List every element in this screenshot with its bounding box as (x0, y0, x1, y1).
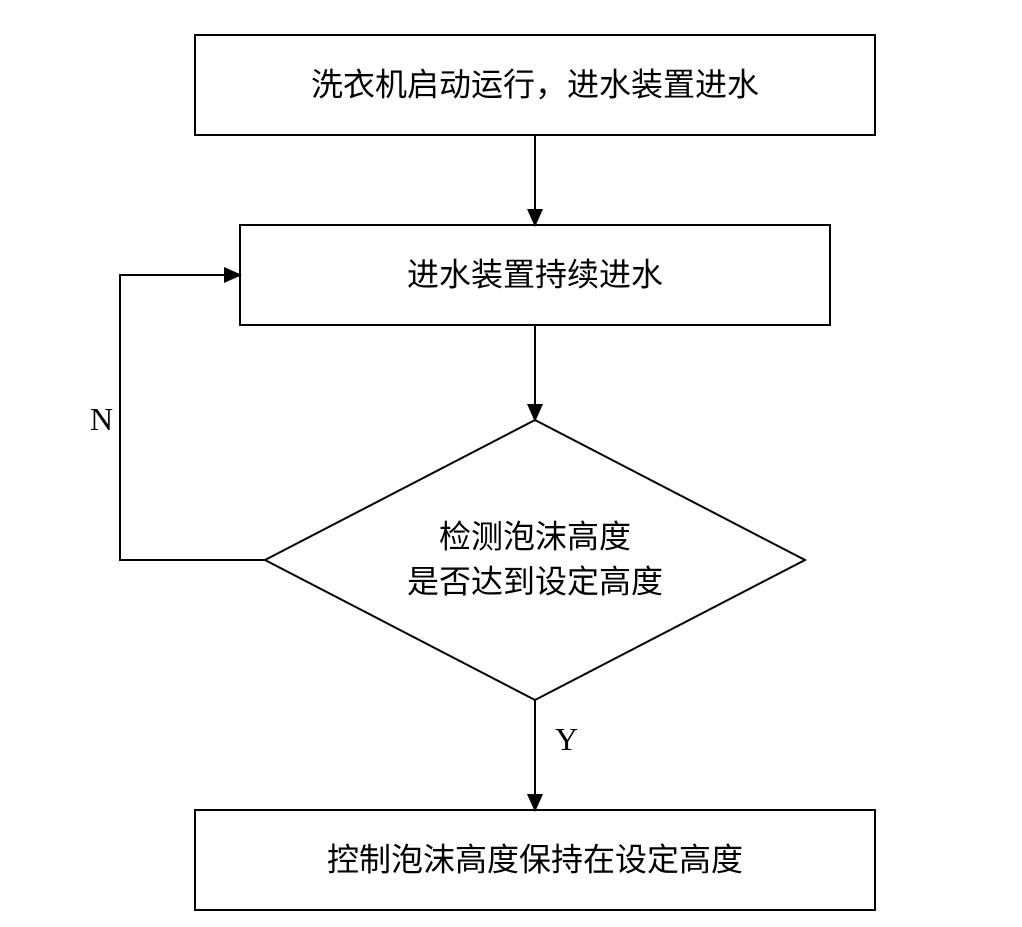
node-fill-text: 进水装置持续进水 (407, 256, 663, 292)
node-check-line1: 检测泡沫高度 (439, 518, 631, 554)
node-start: 洗衣机启动运行，进水装置进水 (195, 35, 875, 135)
node-start-text: 洗衣机启动运行，进水装置进水 (311, 66, 759, 102)
node-control: 控制泡沫高度保持在设定高度 (195, 810, 875, 910)
node-check-line2: 是否达到设定高度 (407, 563, 663, 599)
edge-check-to-fill-loop: N (90, 275, 265, 560)
node-check-diamond (265, 420, 805, 700)
node-control-text: 控制泡沫高度保持在设定高度 (327, 841, 743, 877)
node-check: 检测泡沫高度 是否达到设定高度 (265, 420, 805, 700)
edge-no-label: N (90, 401, 113, 437)
flowchart-canvas: 洗衣机启动运行，进水装置进水 进水装置持续进水 检测泡沫高度 是否达到设定高度 … (0, 0, 1022, 927)
edge-check-to-control: Y (535, 700, 578, 810)
node-fill: 进水装置持续进水 (240, 225, 830, 325)
edge-yes-label: Y (555, 721, 578, 757)
